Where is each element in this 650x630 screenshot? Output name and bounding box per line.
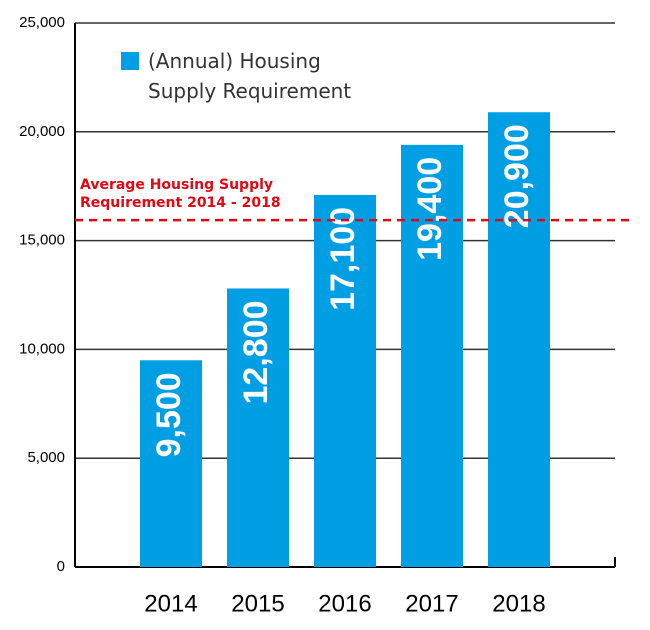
y-tick-label: 5,000 (27, 449, 65, 466)
y-tick-label: 0 (57, 558, 65, 575)
value-label: 20,900 (498, 124, 536, 228)
bar (227, 288, 289, 567)
bar (488, 112, 550, 567)
value-label: 9,500 (150, 372, 188, 457)
bar (314, 194, 376, 568)
y-tick-label: 10,000 (19, 340, 65, 357)
reference-label: Average Housing Supply Requirement 2014 … (80, 177, 281, 211)
x-tick-label: 2015 (231, 590, 284, 617)
bar (401, 144, 463, 567)
bar (140, 360, 202, 567)
legend-swatch (121, 52, 139, 70)
x-tick-label: 2018 (492, 590, 545, 617)
x-tick-label: 2014 (144, 590, 197, 617)
value-label: 19,400 (411, 157, 449, 261)
x-tick-label: 2016 (318, 590, 371, 617)
legend-label: (Annual) Housing Supply Requirement (148, 49, 352, 103)
y-tick-label: 25,000 (19, 14, 65, 31)
x-tick-label: 2017 (405, 590, 458, 617)
y-tick-label: 20,000 (19, 123, 65, 140)
y-tick-label: 15,000 (19, 232, 65, 249)
value-label: 17,100 (324, 207, 362, 311)
value-label: 12,800 (237, 300, 275, 404)
